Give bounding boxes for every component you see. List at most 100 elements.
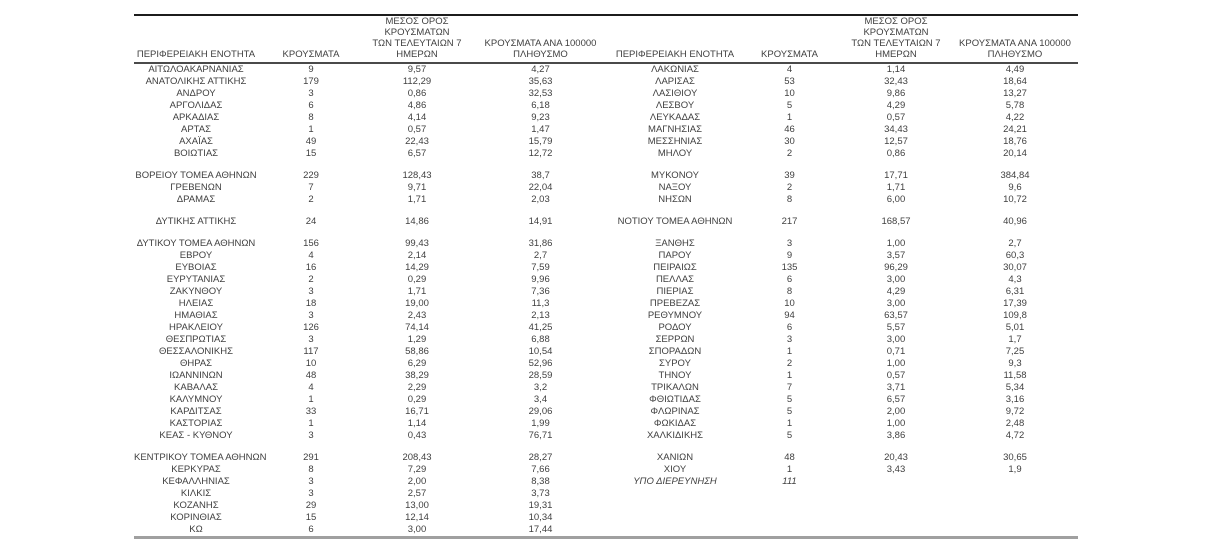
per100k-cell-left: 15,79 bbox=[528, 136, 553, 147]
region-cell-left: ΕΒΡΟΥ bbox=[179, 250, 213, 261]
avg7-cell-left: 6,57 bbox=[407, 148, 427, 159]
avg7-cell-right: 1,00 bbox=[886, 418, 906, 429]
cases-cell-left: 6 bbox=[308, 100, 314, 111]
table-row: ΓΡΕΒΕΝΩΝ 7 9,71 22,04 ΝΑΞΟΥ 2 1,71 9,6 bbox=[134, 182, 1078, 194]
table-row: ΚΟΖΑΝΗΣ 29 13,00 19,31 bbox=[134, 500, 1078, 512]
region-cell-left: ΑΡΓΟΛΙΔΑΣ bbox=[169, 100, 223, 111]
region-cell-left: ΘΗΡΑΣ bbox=[179, 358, 213, 369]
cases-cell-right: 3 bbox=[786, 334, 793, 345]
per100k-cell-right: 1,7 bbox=[1008, 334, 1022, 345]
cases-cell-right: 1 bbox=[786, 464, 793, 475]
region-cell-right: ΧΑΛΚΙΔΙΚΗΣ bbox=[646, 430, 704, 441]
avg7-cell-right: 6,57 bbox=[886, 394, 906, 405]
avg7-cell-right: 3,00 bbox=[886, 274, 906, 285]
avg7-cell-left: 0,86 bbox=[407, 88, 427, 99]
region-cell-right: ΦΘΙΩΤΙΔΑΣ bbox=[649, 394, 701, 405]
per100k-cell-left: 19,31 bbox=[528, 500, 553, 511]
cases-cell-left: 18 bbox=[305, 298, 317, 309]
table-row: ΚΑΒΑΛΑΣ 4 2,29 3,2 ΤΡΙΚΑΛΩΝ 7 3,71 5,34 bbox=[134, 382, 1078, 394]
per100k-cell-right: 109,8 bbox=[1003, 310, 1027, 321]
region-cell-right: ΤΡΙΚΑΛΩΝ bbox=[651, 382, 699, 393]
avg7-cell-left: 38,29 bbox=[405, 370, 429, 381]
table-row: ΚΟΡΙΝΘΙΑΣ 15 12,14 10,34 bbox=[134, 512, 1078, 524]
avg7-cell-left: 2,43 bbox=[407, 310, 427, 321]
cases-cell-right: 30 bbox=[784, 136, 795, 147]
per100k-cell-right: 18,76 bbox=[1003, 136, 1027, 147]
avg7-cell-right: 3,00 bbox=[886, 334, 906, 345]
avg7-cell-left: 0,43 bbox=[407, 430, 427, 441]
region-cell-right: ΦΩΚΙΔΑΣ bbox=[653, 418, 697, 429]
cases-cell-left: 117 bbox=[303, 346, 319, 357]
avg7-cell-left: 3,00 bbox=[407, 524, 427, 535]
cases-cell-right: 5 bbox=[786, 394, 793, 405]
region-cell-right: ΣΕΡΡΩΝ bbox=[655, 334, 695, 345]
cases-cell-left: 3 bbox=[308, 286, 314, 297]
avg7-cell-left: 6,29 bbox=[407, 358, 427, 369]
per100k-cell-left: 12,72 bbox=[528, 148, 553, 159]
cases-cell-right: 2 bbox=[786, 182, 793, 193]
region-cell-left: ΕΥΡΥΤΑΝΙΑΣ bbox=[166, 274, 226, 285]
table-row: ΑΡΚΑΔΙΑΣ 8 4,14 9,23 ΛΕΥΚΑΔΑΣ 1 0,57 4,22 bbox=[134, 112, 1078, 124]
per100k-cell-left: 2,13 bbox=[531, 310, 550, 321]
avg7-cell-left: 4,86 bbox=[407, 100, 427, 111]
per100k-cell-right: 24,21 bbox=[1003, 124, 1027, 135]
table-row: ΚΩ 6 3,00 17,44 bbox=[134, 524, 1078, 538]
per100k-cell-left: 35,63 bbox=[528, 76, 553, 87]
per100k-cell-right: 4,49 bbox=[1005, 64, 1025, 75]
per100k-cell-left: 38,7 bbox=[531, 170, 550, 181]
cases-cell-left: 3 bbox=[308, 488, 314, 499]
per100k-cell-right: 17,39 bbox=[1003, 298, 1027, 309]
cases-cell-right: 8 bbox=[786, 286, 793, 297]
per100k-cell-left: 6,88 bbox=[531, 334, 550, 345]
region-cell-right: ΡΟΔΟΥ bbox=[658, 322, 692, 333]
avg7-cell-right: 3,71 bbox=[886, 382, 906, 393]
cases-cell-right bbox=[739, 524, 840, 538]
per100k-cell-left: 76,71 bbox=[528, 430, 553, 441]
avg7-cell-right: 96,29 bbox=[884, 262, 908, 273]
per100k-cell-right: 2,48 bbox=[1005, 418, 1025, 429]
header-avg7-left: ΜΕΣΟΣ ΟΡΟΣ ΚΡΟΥΣΜΑΤΩΝ ΤΩΝ ΤΕΛΕΥΤΑΙΩΝ 7 Η… bbox=[364, 15, 470, 64]
avg7-cell-right: 6,00 bbox=[886, 194, 906, 205]
cases-cell-left: 3 bbox=[308, 310, 314, 321]
table-row: ΚΑΡΔΙΤΣΑΣ 33 16,71 29,06 ΦΛΩΡΙΝΑΣ 5 2,00 9,72 bbox=[134, 406, 1078, 418]
avg7-cell-left: 0,29 bbox=[407, 394, 427, 405]
per100k-cell-left: 6,18 bbox=[531, 100, 550, 111]
region-cell-right: ΜΥΚΟΝΟΥ bbox=[651, 170, 699, 181]
avg7-cell-left: 208,43 bbox=[402, 452, 432, 463]
region-cell-left: ΚΟΡΙΝΘΙΑΣ bbox=[170, 512, 222, 523]
avg7-cell-right: 0,86 bbox=[886, 148, 906, 159]
region-cell-left: ΔΡΑΜΑΣ bbox=[176, 194, 216, 205]
per100k-cell-right: 40,96 bbox=[1003, 216, 1027, 227]
cases-cell-right: 53 bbox=[784, 76, 795, 87]
cases-cell-right: 5 bbox=[786, 406, 793, 417]
header-cases-right: ΚΡΟΥΣΜΑΤΑ bbox=[739, 15, 840, 64]
per100k-cell-left: 3,73 bbox=[531, 488, 550, 499]
region-cell-right: ΝΗΣΩΝ bbox=[658, 194, 692, 205]
region-cell-right: ΛΕΥΚΑΔΑΣ bbox=[649, 112, 701, 123]
avg7-cell-right: 20,43 bbox=[884, 452, 908, 463]
table-row: ΚΕΑΣ - ΚΥΘΝΟΥ 3 0,43 76,71 ΧΑΛΚΙΔΙΚΗΣ 5 3,86 4,… bbox=[134, 430, 1078, 442]
region-cell-right: ΝΟΤΙΟΥ ΤΟΜΕΑ ΑΘΗΝΩΝ bbox=[617, 216, 733, 227]
cases-cell-left: 1 bbox=[308, 124, 314, 135]
avg7-cell-right: 34,43 bbox=[884, 124, 908, 135]
region-cell-right bbox=[611, 488, 739, 500]
region-cell-right: ΣΠΟΡΑΔΩΝ bbox=[648, 346, 702, 357]
header-per100k-left: ΚΡΟΥΣΜΑΤΑ ΑΝΑ 100000 ΠΛΗΘΥΣΜΟ bbox=[470, 15, 611, 64]
region-cell-left: ΚΩ bbox=[189, 524, 203, 535]
avg7-cell-right: 1,71 bbox=[886, 182, 906, 193]
per100k-cell-left: 10,34 bbox=[528, 512, 553, 523]
table-row: ΔΥΤΙΚΗΣ ΑΤΤΙΚΗΣ 24 14,86 14,91 ΝΟΤΙΟΥ ΤΟΜΕΑ … bbox=[134, 216, 1078, 228]
per100k-cell-left: 52,96 bbox=[528, 358, 553, 369]
region-cell-right: ΠΕΙΡΑΙΩΣ bbox=[653, 262, 697, 273]
cases-cell-left: 3 bbox=[308, 334, 314, 345]
region-cell-left: ΚΕΑΣ - ΚΥΘΝΟΥ bbox=[159, 430, 233, 441]
cases-cell-left: 3 bbox=[308, 476, 314, 487]
spacer-row bbox=[134, 160, 1078, 170]
region-cell-right bbox=[611, 512, 739, 524]
per100k-cell-left: 9,96 bbox=[531, 274, 550, 285]
cases-cell-left: 2 bbox=[308, 274, 314, 285]
avg7-cell-left: 13,00 bbox=[405, 500, 429, 511]
per100k-cell-left: 31,86 bbox=[528, 238, 553, 249]
cases-cell-left: 16 bbox=[305, 262, 317, 273]
